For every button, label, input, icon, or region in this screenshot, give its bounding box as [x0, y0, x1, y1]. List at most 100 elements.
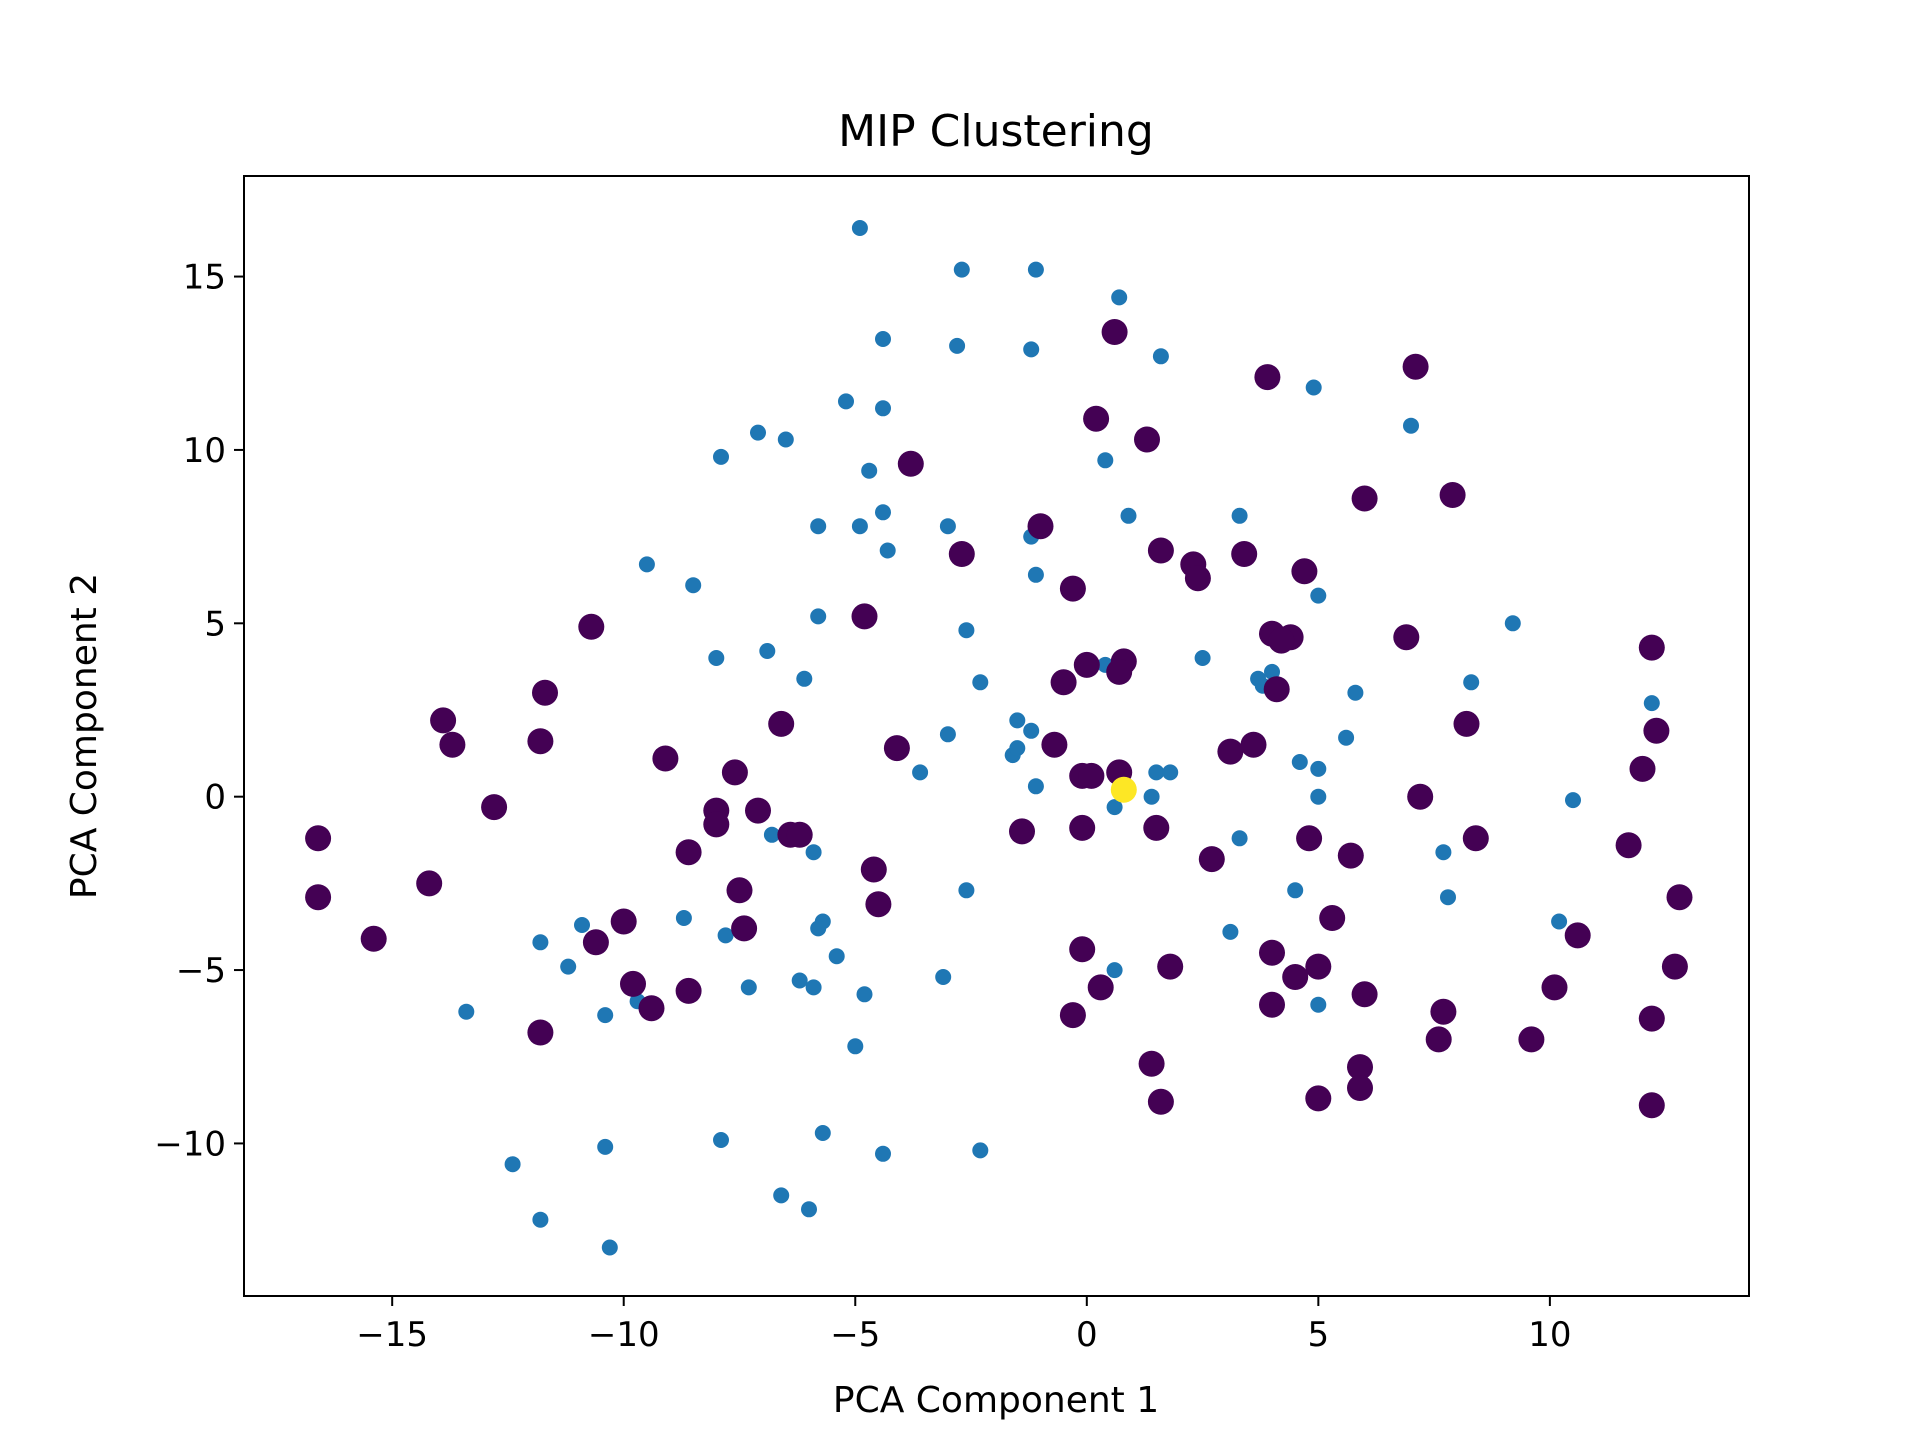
scatter-point-series-1-90 — [1638, 1005, 1665, 1032]
scatter-point-series-0-10 — [1305, 379, 1322, 396]
scatter-point-series-0-25 — [638, 556, 655, 573]
scatter-points — [305, 220, 1693, 1256]
scatter-point-series-1-26 — [1050, 669, 1077, 696]
x-tick-label: −15 — [356, 1315, 428, 1355]
scatter-point-series-0-29 — [810, 608, 827, 625]
y-tick-label: 5 — [204, 604, 226, 644]
scatter-point-series-0-70 — [1222, 923, 1239, 940]
scatter-point-series-2-0 — [1110, 776, 1137, 803]
scatter-point-series-1-27 — [1263, 676, 1290, 703]
scatter-point-series-0-43 — [1643, 695, 1660, 712]
scatter-point-series-0-42 — [1463, 674, 1480, 691]
scatter-point-series-0-69 — [810, 920, 827, 937]
scatter-point-series-1-63 — [416, 870, 443, 897]
scatter-point-series-1-97 — [1305, 1085, 1332, 1112]
scatter-point-series-0-6 — [1023, 341, 1040, 358]
scatter-point-series-0-23 — [1231, 507, 1248, 524]
scatter-point-series-0-97 — [601, 1239, 618, 1256]
scatter-point-series-1-37 — [1240, 731, 1267, 758]
scatter-point-series-1-80 — [675, 977, 702, 1004]
scatter-point-series-1-57 — [305, 825, 332, 852]
scatter-point-series-0-37 — [972, 674, 989, 691]
scatter-point-series-0-56 — [1143, 788, 1160, 805]
scatter-point-series-0-73 — [532, 934, 549, 951]
scatter-point-series-0-65 — [1287, 882, 1304, 899]
scatter-point-series-0-77 — [1106, 962, 1123, 979]
scatter-point-series-1-94 — [1347, 1054, 1373, 1081]
scatter-point-series-1-55 — [1296, 825, 1323, 852]
scatter-point-series-0-91 — [713, 1132, 729, 1148]
scatter-point-series-0-41 — [1347, 684, 1364, 701]
scatter-point-series-0-45 — [1023, 722, 1040, 739]
scatter-point-series-1-6 — [1439, 482, 1466, 508]
y-tick-label: −5 — [176, 951, 226, 991]
scatter-point-series-1-49 — [703, 811, 730, 838]
scatter-point-series-1-69 — [1319, 905, 1346, 931]
scatter-point-series-1-78 — [1661, 953, 1688, 980]
scatter-point-series-0-53 — [1291, 754, 1308, 770]
scatter-point-series-0-72 — [574, 917, 590, 933]
scatter-point-series-0-11 — [1403, 417, 1419, 434]
chart-title: MIP Clustering — [838, 106, 1154, 157]
scatter-point-series-0-24 — [879, 542, 896, 559]
scatter-point-series-0-85 — [597, 1007, 614, 1024]
scatter-point-series-1-38 — [1217, 738, 1244, 765]
scatter-point-series-1-54 — [1143, 814, 1170, 841]
scatter-point-series-0-9 — [875, 400, 891, 417]
scatter-point-series-0-83 — [1310, 996, 1327, 1013]
scatter-point-series-1-86 — [1059, 1002, 1086, 1029]
scatter-point-series-1-10 — [1147, 537, 1174, 564]
scatter-point-series-1-28 — [532, 679, 558, 706]
scatter-point-series-0-15 — [861, 462, 878, 479]
scatter-point-series-0-46 — [939, 726, 956, 743]
scatter-point-series-0-8 — [838, 393, 854, 410]
scatter-point-series-1-60 — [1337, 842, 1364, 869]
scatter-point-series-0-87 — [847, 1038, 864, 1055]
scatter-point-series-1-73 — [1069, 936, 1096, 963]
scatter-point-series-1-53 — [1069, 814, 1096, 841]
scatter-point-series-0-1 — [953, 261, 970, 278]
scatter-point-series-1-21 — [1393, 624, 1420, 651]
scatter-point-series-0-19 — [851, 518, 868, 535]
scatter-point-series-0-14 — [713, 448, 729, 465]
scatter-point-series-0-13 — [777, 431, 794, 448]
scatter-point-series-0-64 — [958, 882, 975, 899]
scatter-point-series-0-2 — [1027, 261, 1044, 278]
x-tick-label: −5 — [830, 1315, 880, 1355]
scatter-point-series-1-39 — [652, 745, 679, 772]
scatter-point-series-0-58 — [1565, 792, 1581, 809]
scatter-point-series-1-65 — [305, 884, 332, 911]
scatter-point-series-0-63 — [1435, 844, 1452, 861]
scatter-point-series-1-12 — [1231, 541, 1258, 567]
scatter-point-series-0-30 — [958, 622, 975, 639]
scatter-point-series-1-14 — [1184, 565, 1211, 592]
scatter-point-series-1-2 — [1402, 353, 1429, 380]
scatter-point-series-0-36 — [796, 670, 813, 687]
scatter-point-series-0-16 — [1097, 452, 1114, 469]
scatter-point-series-1-48 — [745, 797, 771, 824]
x-tick-label: 10 — [1528, 1315, 1571, 1355]
scatter-point-series-1-33 — [439, 731, 466, 758]
scatter-point-series-1-96 — [1347, 1075, 1373, 1101]
x-axis-label: PCA Component 1 — [833, 1380, 1159, 1421]
scatter-point-series-1-13 — [1291, 558, 1318, 585]
scatter-point-series-0-44 — [1009, 712, 1026, 729]
scatter-point-series-0-3 — [1111, 289, 1128, 306]
scatter-point-series-0-47 — [1338, 729, 1355, 746]
scatter-point-series-1-20 — [1268, 627, 1295, 654]
scatter-point-series-0-93 — [875, 1145, 891, 1162]
scatter-point-series-0-18 — [810, 518, 827, 535]
scatter-point-series-1-8 — [1027, 513, 1054, 540]
scatter-point-series-1-3 — [1083, 405, 1110, 432]
scatter-point-series-0-80 — [740, 979, 757, 996]
scatter-point-series-1-85 — [527, 1019, 554, 1046]
scatter-point-series-1-40 — [721, 759, 748, 786]
scatter-point-series-0-31 — [708, 650, 725, 666]
scatter-point-series-1-92 — [1518, 1026, 1545, 1053]
scatter-point-series-0-75 — [828, 948, 845, 965]
scatter-point-series-1-93 — [1138, 1050, 1165, 1077]
scatter-point-series-1-81 — [1087, 974, 1114, 1001]
